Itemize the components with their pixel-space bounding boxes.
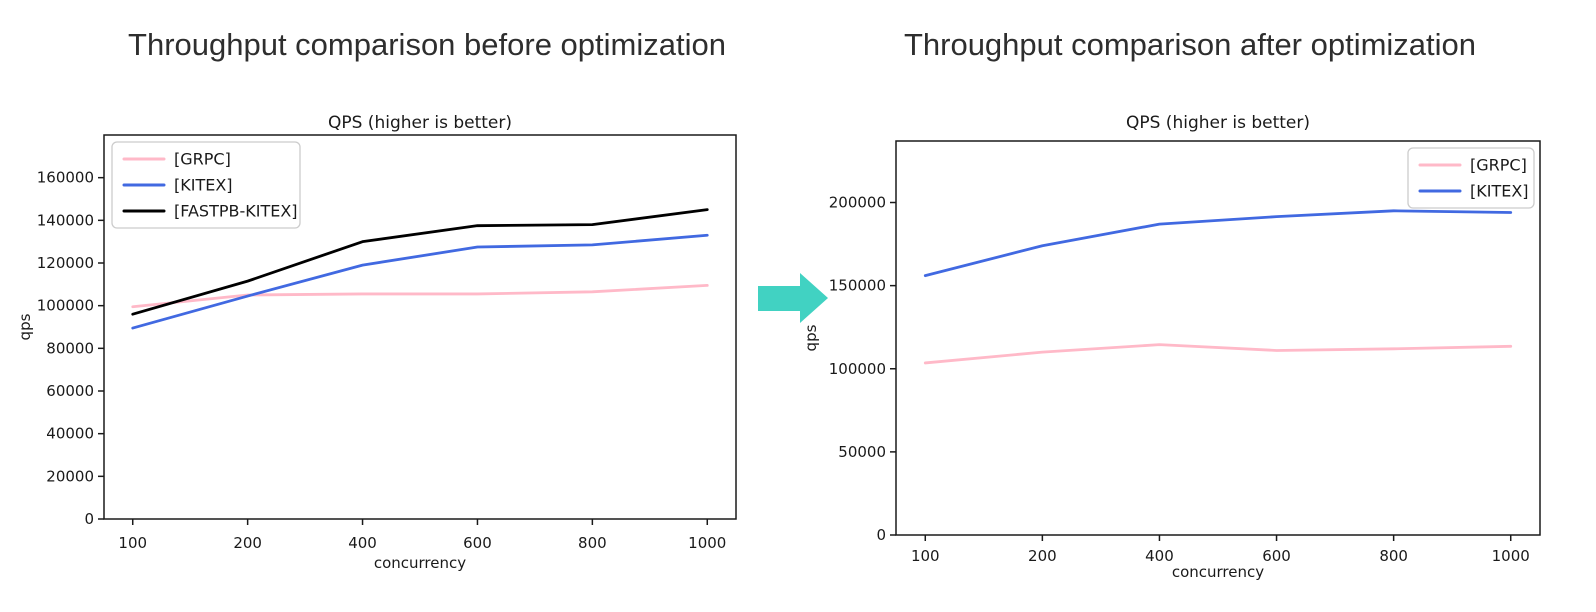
- y-tick-label: 160000: [37, 169, 94, 187]
- x-tick-label: 400: [1145, 547, 1174, 565]
- x-tick-label: 800: [1379, 547, 1408, 565]
- series-line-[FASTPB-KITEX]: [131, 208, 709, 316]
- y-tick-label: 140000: [37, 211, 94, 229]
- legend-label: [GRPC]: [1470, 156, 1527, 175]
- x-tick-label: 100: [118, 534, 147, 552]
- x-tick-label: 600: [1262, 547, 1291, 565]
- series-line-[GRPC]: [923, 343, 1513, 365]
- x-tick-label: 1000: [688, 534, 726, 552]
- series-line-[KITEX]: [923, 209, 1513, 278]
- x-axis-label: concurrency: [1172, 563, 1264, 581]
- after-chart-heading: Throughput comparison after optimization: [903, 27, 1477, 62]
- y-tick-label: 150000: [829, 277, 886, 295]
- right-arrow-icon: [758, 273, 828, 323]
- x-axis-label: concurrency: [374, 554, 466, 572]
- y-tick-label: 20000: [46, 467, 94, 485]
- before-chart-heading: Throughput comparison before optimizatio…: [128, 27, 726, 62]
- after-optimization-chart: QPS (higher is better) 0 50000 100000 150000…: [802, 113, 1541, 581]
- y-tick-label: 120000: [37, 254, 94, 272]
- plot-border: [103, 134, 737, 520]
- series-line-[GRPC]: [131, 283, 709, 309]
- x-tick-label: 400: [348, 534, 377, 552]
- legend-box: [1407, 147, 1535, 209]
- x-tick-label: 100: [911, 547, 940, 565]
- x-tick-label: 600: [463, 534, 492, 552]
- y-tick-label: 80000: [46, 339, 94, 357]
- legend-label: [GRPC]: [174, 150, 231, 169]
- y-axis-label: qps: [16, 313, 34, 340]
- y-tick-label: 0: [876, 526, 886, 544]
- y-tick-label: 200000: [829, 194, 886, 212]
- y-tick-label: 60000: [46, 382, 94, 400]
- chart-title: QPS (higher is better): [328, 113, 512, 133]
- plot-border: [895, 140, 1541, 536]
- y-tick-label: 40000: [46, 425, 94, 443]
- right-arrow-shape: [758, 273, 828, 323]
- y-tick-label: 0: [84, 510, 94, 528]
- y-tick-label: 100000: [37, 297, 94, 315]
- x-tick-label: 800: [578, 534, 607, 552]
- legend-label: [KITEX]: [1470, 182, 1529, 201]
- legend-label: [KITEX]: [174, 176, 233, 195]
- x-tick-label: 1000: [1492, 547, 1530, 565]
- series-line-[KITEX]: [131, 233, 709, 330]
- legend-label: [FASTPB-KITEX]: [174, 202, 298, 221]
- chart-title: QPS (higher is better): [1126, 113, 1310, 133]
- legend-box: [111, 141, 301, 229]
- x-tick-label: 200: [1028, 547, 1057, 565]
- y-tick-label: 100000: [829, 360, 886, 378]
- before-optimization-chart: QPS (higher is better) 0 20000 40000 60000 80…: [16, 113, 737, 572]
- y-tick-label: 50000: [838, 443, 886, 461]
- y-axis-label: qps: [802, 324, 820, 351]
- x-tick-label: 200: [233, 534, 262, 552]
